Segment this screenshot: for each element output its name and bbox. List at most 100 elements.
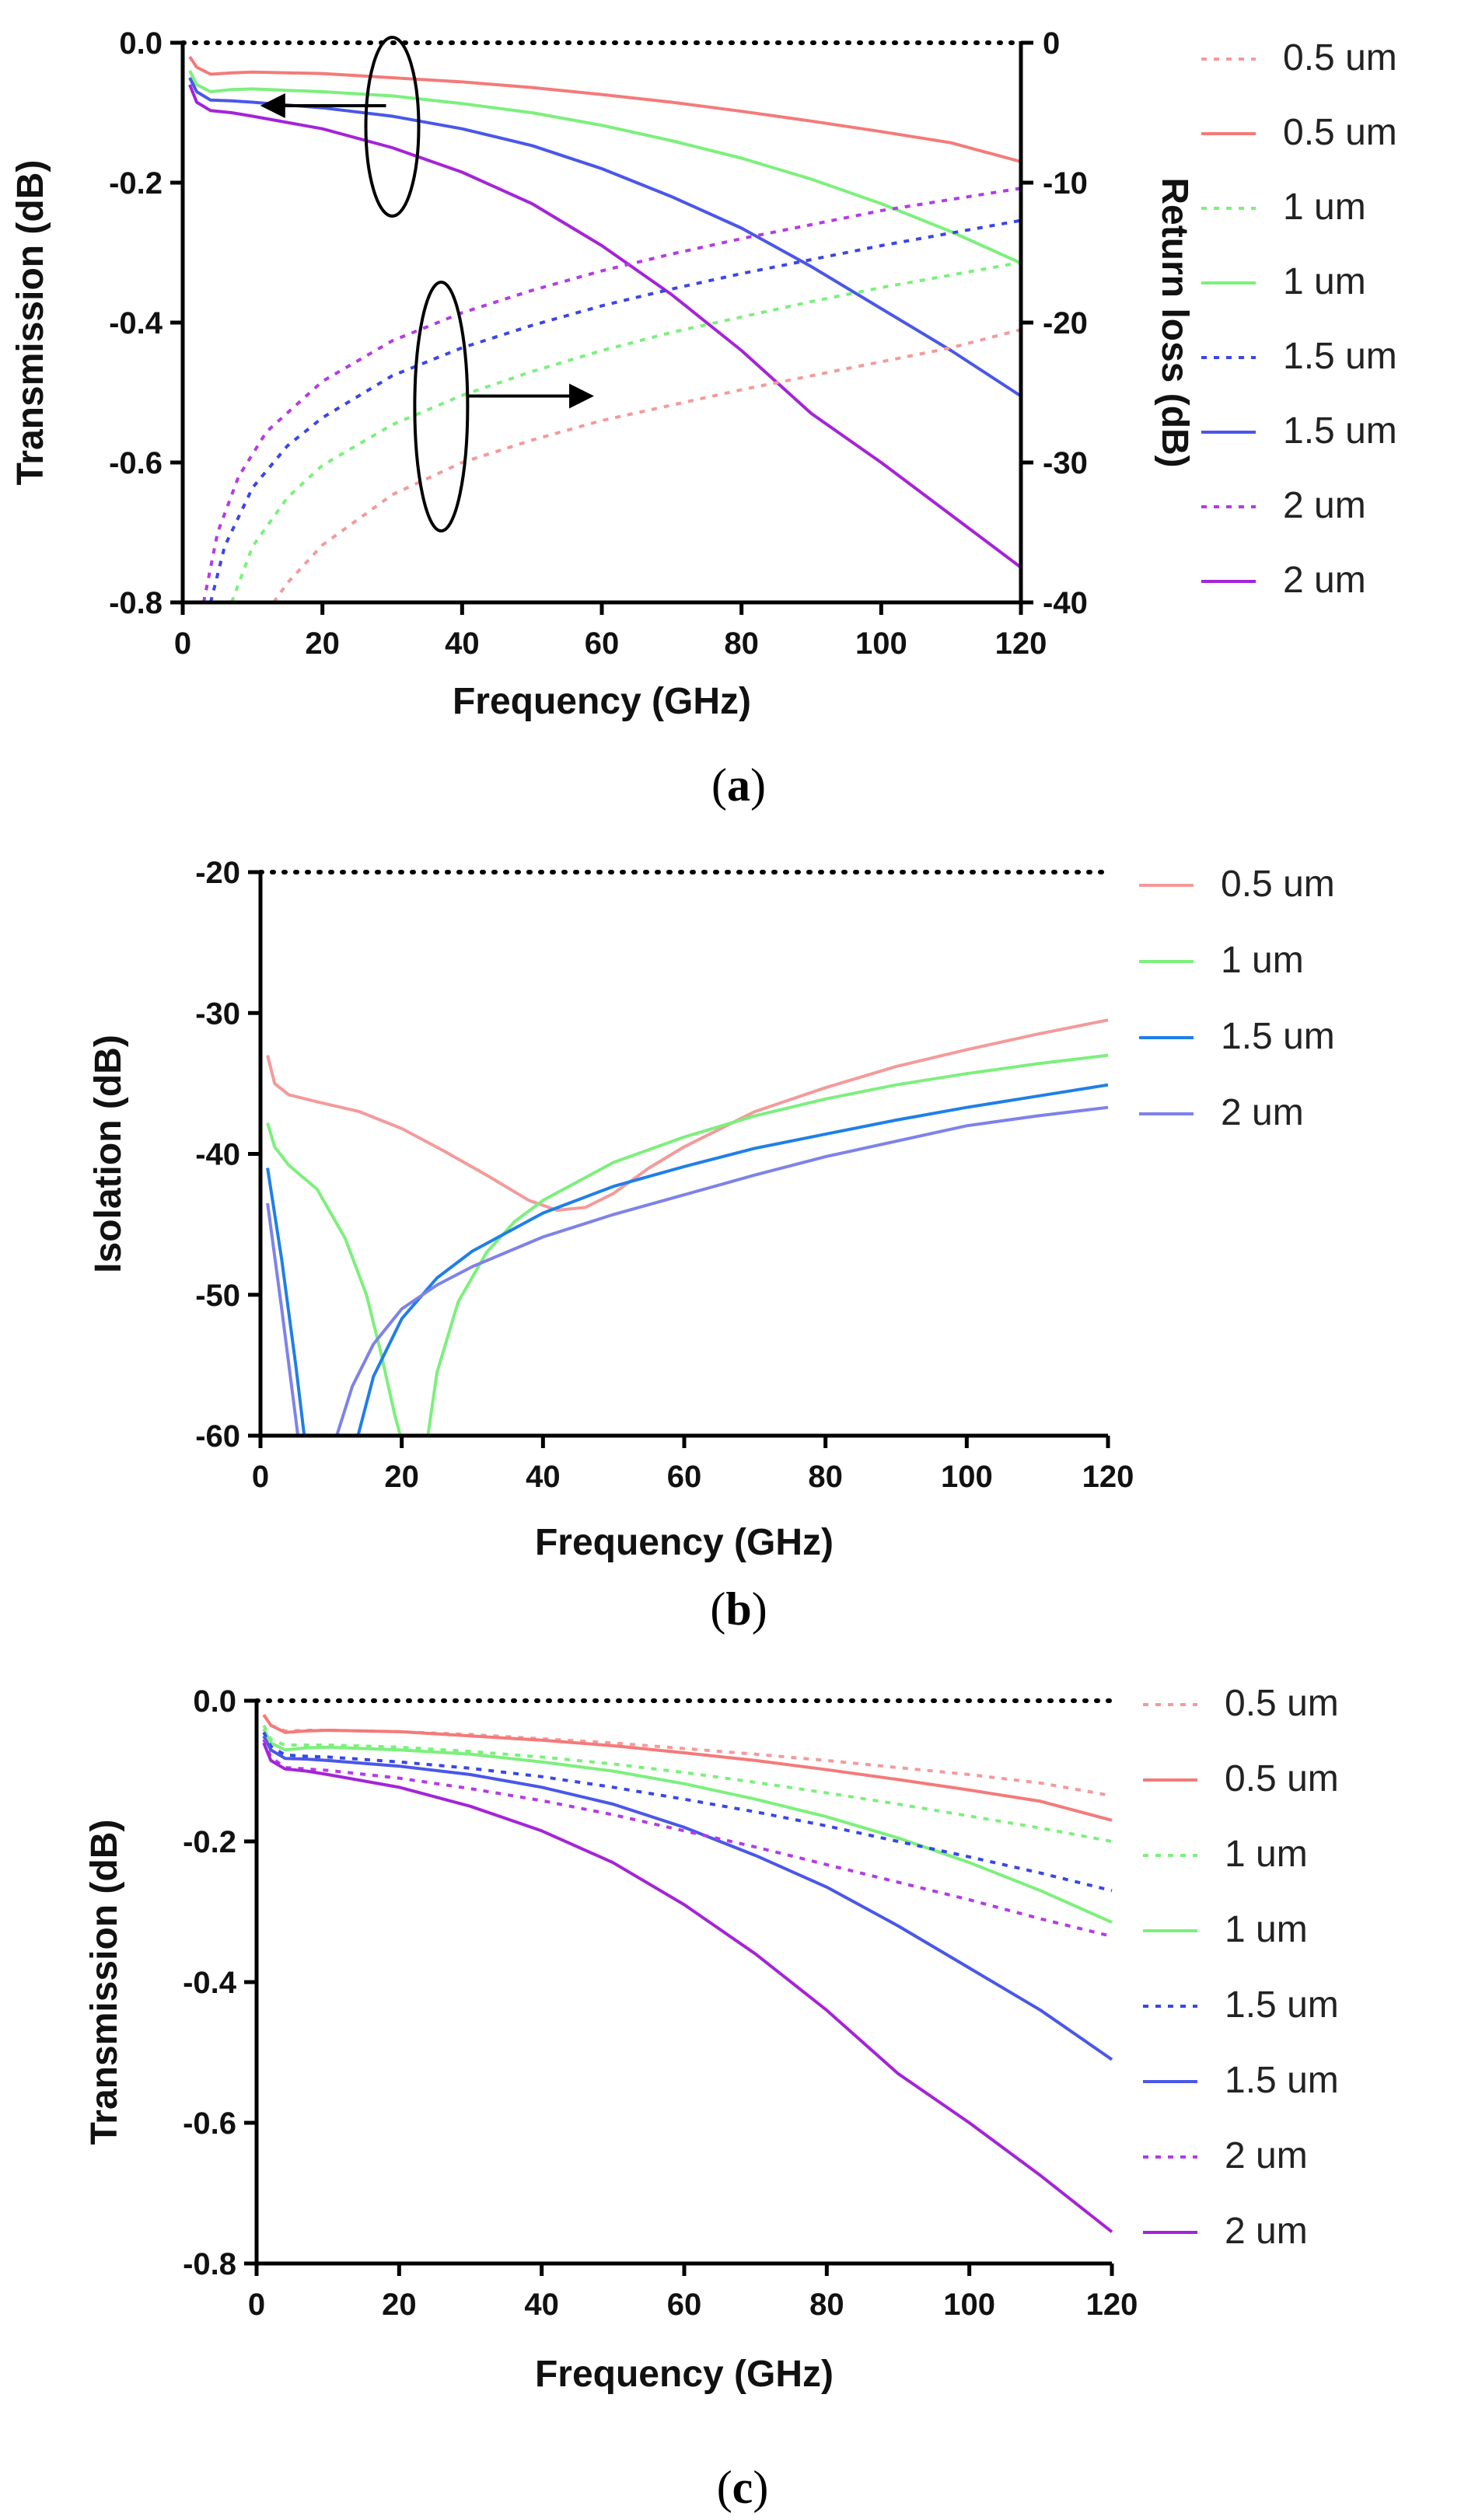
y-axis-title: Isolation (dB)	[88, 1035, 129, 1273]
legend-label: 1.5 um	[1225, 2060, 1339, 2101]
legend-label: 2 um	[1221, 1092, 1304, 1133]
caption-close-paren: )	[752, 1583, 767, 1635]
annotation-ellipse-right	[413, 281, 470, 532]
series-group	[188, 55, 1022, 604]
y-tick-label: -0.8	[183, 2247, 236, 2281]
y-axis-title: Transmission (dB)	[10, 160, 51, 486]
x-tick-label: 60	[667, 1460, 702, 1494]
series-line-1um-solid	[188, 70, 1022, 265]
y2-tick-label: 0	[1043, 26, 1060, 61]
x-tick-label: 120	[1082, 1460, 1134, 1494]
y2-axis-title: Return loss (dB)	[1154, 177, 1195, 467]
annotations	[260, 36, 595, 532]
series-line-2um-solid	[266, 1105, 1109, 1437]
y-tick-label: -0.8	[109, 586, 163, 620]
caption-letter: b	[725, 1583, 751, 1635]
x-axis-title: Frequency (GHz)	[535, 1522, 834, 1563]
series-group	[262, 1713, 1113, 2233]
x-tick-label: 0	[174, 627, 191, 661]
x-tick-label: 100	[941, 1460, 993, 1494]
y-tick-label: -0.6	[109, 446, 163, 480]
y-tick-label: -40	[195, 1138, 240, 1172]
x-tick-label: 40	[445, 627, 480, 661]
series-line-2um-solid	[262, 1742, 1113, 2233]
x-tick-label: 80	[808, 1460, 843, 1494]
x-tick-label: 120	[1086, 2288, 1138, 2322]
y-tick-label: 0.0	[193, 1684, 236, 1719]
x-tick-label: 0	[248, 2288, 265, 2322]
series-line-1.5um-solid	[188, 77, 1022, 398]
series-line-2um-dotted	[201, 187, 1022, 603]
series-group	[266, 1018, 1109, 1437]
y-tick-label: -0.4	[183, 1966, 237, 2000]
x-tick-label: 20	[382, 2288, 417, 2322]
legend-label: 0.5 um	[1221, 864, 1335, 905]
legend-label: 2 um	[1225, 2135, 1308, 2176]
x-tick-label: 100	[943, 2288, 995, 2322]
series-line-1um-solid	[262, 1728, 1113, 1924]
chart-b: 0 20 40 60 80 100 120 -20 -30 -40 -50 -60 Frequency …	[88, 856, 1335, 1635]
series-line-0.5um-dotted	[272, 328, 1022, 604]
legend-label: 1.5 um	[1221, 1016, 1335, 1057]
y2-tick-label: -40	[1043, 586, 1088, 620]
x-tick-label: 60	[585, 627, 620, 661]
caption: (a)	[711, 759, 766, 811]
caption-open-paren: (	[710, 1583, 725, 1635]
chart-a: 0 20 40 60 80 100 120 0.0 -0.2 -0.4 -0.6 -0.8 0 -10 -2…	[10, 26, 1397, 811]
series-line-1um-dotted	[262, 1724, 1113, 1843]
y-tick-label: -60	[195, 1419, 240, 1454]
series-line-2um-solid	[188, 84, 1022, 569]
series-line-0.5um-solid	[266, 1018, 1109, 1212]
legend: 0.5 um 0.5 um 1 um 1 um 1.5 um 1.5 um 2 um 2 um	[1143, 1683, 1339, 2252]
legend-label: 0.5 um	[1225, 1683, 1339, 1724]
y-tick-label: -0.6	[183, 2106, 236, 2141]
series-line-0.5um-solid	[188, 55, 1022, 163]
x-tick-label: 60	[667, 2288, 702, 2322]
y2-tick-label: -20	[1043, 306, 1088, 340]
legend-label: 0.5 um	[1283, 37, 1397, 79]
series-line-1.5um-dotted	[262, 1731, 1113, 1893]
y2-tick-label: -30	[1043, 446, 1088, 480]
caption-close-paren: )	[750, 759, 766, 811]
x-tick-label: 80	[809, 2288, 844, 2322]
x-tick-label: 40	[524, 2288, 559, 2322]
x-tick-label: 80	[724, 627, 759, 661]
x-tick-label: 40	[526, 1460, 561, 1494]
y-tick-label: -20	[195, 856, 240, 890]
x-axis-title: Frequency (GHz)	[535, 2354, 834, 2395]
y-tick-label: -0.4	[109, 306, 163, 340]
series-line-1.5um-dotted	[208, 218, 1022, 603]
y-axis-title: Transmission (dB)	[84, 1820, 125, 2145]
legend-label: 1.5 um	[1283, 410, 1397, 452]
x-tick-label: 20	[384, 1460, 419, 1494]
legend-label: 1 um	[1225, 1834, 1308, 1875]
y-tick-label: -0.2	[109, 166, 163, 201]
legend-label: 0.5 um	[1283, 112, 1397, 153]
y-tick-label: -0.2	[183, 1825, 236, 1859]
x-tick-label: 100	[855, 627, 907, 661]
annotation-ellipse-left	[364, 36, 421, 218]
legend-label: 0.5 um	[1225, 1758, 1339, 1799]
caption-close-paren: )	[753, 2462, 768, 2513]
legend-label: 2 um	[1283, 560, 1366, 601]
caption-letter: a	[727, 759, 750, 811]
x-axis-title: Frequency (GHz)	[453, 681, 751, 722]
legend-label: 2 um	[1225, 2211, 1308, 2252]
legend: 0.5 um 0.5 um 1 um 1 um 1.5 um 1.5 um 2 um 2 um	[1201, 37, 1397, 601]
legend-label: 1.5 um	[1283, 336, 1397, 377]
series-line-1um-solid	[266, 1053, 1109, 1437]
y-tick-label: -50	[195, 1279, 240, 1313]
x-tick-label: 0	[252, 1460, 269, 1494]
caption-open-paren: (	[711, 759, 727, 811]
legend-label: 1 um	[1283, 187, 1366, 228]
legend: 0.5 um 1 um 1.5 um 2 um	[1139, 864, 1335, 1133]
series-line-1.5um-solid	[262, 1735, 1113, 2061]
x-tick-label: 20	[305, 627, 340, 661]
series-line-1.5um-solid	[266, 1083, 1109, 1437]
y-tick-label: 0.0	[119, 26, 163, 61]
y-tick-label: -30	[195, 996, 240, 1031]
y2-tick-label: -10	[1043, 166, 1088, 201]
series-line-0.5um-solid	[262, 1713, 1113, 1822]
caption-open-paren: (	[717, 2462, 732, 2513]
